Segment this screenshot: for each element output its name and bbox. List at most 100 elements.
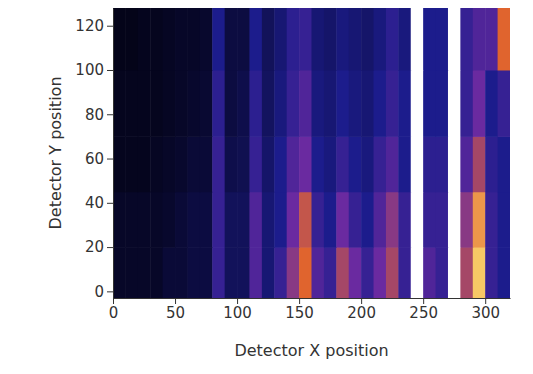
y-axis-tick-mark [107, 159, 113, 160]
heatmap-cell [411, 247, 424, 298]
x-axis-tick: 50 [166, 298, 185, 322]
heatmap-cell [274, 70, 287, 137]
y-axis: 020406080100120 [75, 9, 113, 301]
heatmap-cell [374, 8, 387, 70]
heatmap-cell [163, 8, 176, 70]
heatmap-cell [448, 70, 461, 137]
heatmap-cell [349, 247, 362, 298]
heatmap-cell [125, 70, 138, 137]
heatmap-cell [225, 192, 238, 248]
heatmap-cell [336, 247, 349, 298]
heatmap-cell [349, 136, 362, 192]
y-axis-tick: 120 [75, 17, 113, 35]
heatmap-cell [175, 70, 188, 137]
heatmap-cell [312, 247, 325, 298]
heatmap-cell [200, 136, 213, 192]
y-axis-tick: 60 [85, 150, 113, 168]
heatmap-cell [163, 192, 176, 248]
heatmap-cell [361, 8, 374, 70]
heatmap-cell [138, 247, 151, 298]
heatmap-cell [274, 247, 287, 298]
heatmap-cell [423, 247, 436, 298]
heatmap-cell [411, 136, 424, 192]
heatmap-cell [125, 136, 138, 192]
y-axis-tick: 0 [94, 283, 113, 301]
heatmap-cell [125, 192, 138, 248]
heatmap-cell [249, 136, 262, 192]
y-axis-tick-mark [107, 114, 113, 115]
heatmap-cell [175, 8, 188, 70]
heatmap-cell [336, 136, 349, 192]
heatmap-cell [287, 70, 300, 137]
heatmap-cell [200, 8, 213, 70]
heatmap-cell [175, 136, 188, 192]
heatmap-cell [138, 192, 151, 248]
heatmap-cell [299, 136, 312, 192]
heatmap-cell [398, 8, 411, 70]
heatmap-cell [460, 136, 473, 192]
y-axis-tick-label: 80 [85, 106, 104, 124]
x-axis-tick-label: 300 [471, 304, 500, 322]
heatmap-cell [336, 192, 349, 248]
heatmap-cell [498, 192, 510, 248]
heatmap-cell [386, 192, 399, 248]
heatmap-cell [460, 70, 473, 137]
heatmap-cell [448, 192, 461, 248]
heatmap-cell [225, 136, 238, 192]
heatmap-cell [361, 192, 374, 248]
y-axis-tick-mark [107, 26, 113, 27]
y-axis-tick: 80 [85, 106, 113, 124]
heatmap-cell [485, 136, 498, 192]
y-axis-tick-label: 20 [85, 238, 104, 256]
heatmap-cell [237, 70, 250, 137]
y-axis-tick: 100 [75, 61, 113, 79]
heatmap-cell [498, 136, 510, 192]
heatmap-cell [237, 192, 250, 248]
heatmap-cell [175, 247, 188, 298]
heatmap-cell [125, 8, 138, 70]
heatmap-cell [485, 8, 498, 70]
heatmap-cell [386, 8, 399, 70]
heatmap-cell [237, 247, 250, 298]
heatmap-cell [436, 192, 449, 248]
heatmap-cell [349, 192, 362, 248]
x-axis-tick: 200 [347, 298, 376, 322]
heatmap-cell [287, 136, 300, 192]
heatmap-cell [113, 70, 126, 137]
y-axis-tick-label: 60 [85, 150, 104, 168]
heatmap-cell [324, 70, 337, 137]
heatmap-cell [374, 192, 387, 248]
heatmap-cell [187, 136, 200, 192]
y-axis-tick-label: 0 [94, 283, 104, 301]
heatmap-cell [436, 70, 449, 137]
heatmap-cell [113, 8, 126, 70]
heatmap-cell [299, 247, 312, 298]
y-axis-tick-mark [107, 247, 113, 248]
heatmap-cell [386, 70, 399, 137]
heatmap-cell [163, 136, 176, 192]
heatmap-cell [324, 8, 337, 70]
heatmap-cell [212, 8, 225, 70]
heatmap-cell [498, 247, 510, 298]
heatmap-cell [324, 247, 337, 298]
heatmap-cell [299, 192, 312, 248]
heatmap-cell [473, 70, 486, 137]
heatmap-cell [113, 192, 126, 248]
heatmap-cell [274, 136, 287, 192]
heatmap-cell [249, 192, 262, 248]
heatmap-cell [200, 70, 213, 137]
heatmap-cell [324, 192, 337, 248]
heatmap-cell [262, 70, 275, 137]
x-axis-tick: 250 [409, 298, 438, 322]
heatmap-cell [187, 192, 200, 248]
x-axis-tick: 300 [471, 298, 500, 322]
x-axis-line [114, 298, 511, 299]
heatmap-cell [398, 247, 411, 298]
heatmap-cell [187, 8, 200, 70]
x-axis: 050100150200250300 [109, 298, 511, 322]
y-axis-tick-label: 100 [75, 61, 104, 79]
y-axis-line [113, 9, 114, 299]
heatmap-cell [249, 70, 262, 137]
heatmap-cell [485, 192, 498, 248]
heatmap-cell [411, 8, 424, 70]
